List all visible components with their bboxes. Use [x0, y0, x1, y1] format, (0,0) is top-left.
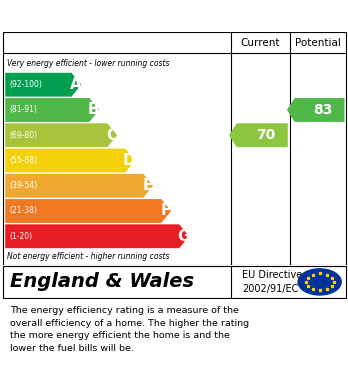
Text: Energy Efficiency Rating: Energy Efficiency Rating	[10, 9, 220, 23]
Polygon shape	[287, 98, 345, 122]
Text: F: F	[161, 203, 171, 219]
Text: 83: 83	[313, 103, 333, 117]
Text: B: B	[88, 102, 100, 117]
Text: C: C	[106, 128, 118, 143]
Text: (21-38): (21-38)	[9, 206, 37, 215]
Ellipse shape	[298, 269, 341, 295]
Polygon shape	[5, 123, 117, 147]
Polygon shape	[5, 149, 135, 172]
Text: (69-80): (69-80)	[9, 131, 38, 140]
Text: A: A	[70, 77, 81, 92]
Text: (1-20): (1-20)	[9, 232, 32, 241]
Polygon shape	[5, 174, 153, 198]
Text: Current: Current	[241, 38, 280, 48]
Polygon shape	[5, 199, 171, 223]
Text: 70: 70	[256, 128, 275, 142]
Text: E: E	[143, 178, 153, 193]
Text: Not energy efficient - higher running costs: Not energy efficient - higher running co…	[7, 252, 169, 261]
Text: England & Wales: England & Wales	[10, 273, 195, 291]
Text: Very energy efficient - lower running costs: Very energy efficient - lower running co…	[7, 59, 169, 68]
Polygon shape	[5, 224, 189, 248]
Text: (92-100): (92-100)	[9, 80, 42, 89]
Text: (55-68): (55-68)	[9, 156, 38, 165]
Text: The energy efficiency rating is a measure of the
overall efficiency of a home. T: The energy efficiency rating is a measur…	[10, 307, 250, 353]
Polygon shape	[229, 123, 288, 147]
Text: EU Directive
2002/91/EC: EU Directive 2002/91/EC	[242, 270, 302, 294]
Polygon shape	[5, 98, 99, 122]
Text: Potential: Potential	[295, 38, 341, 48]
Text: G: G	[177, 229, 189, 244]
Polygon shape	[5, 73, 81, 97]
Text: (81-91): (81-91)	[9, 106, 37, 115]
Text: (39-54): (39-54)	[9, 181, 38, 190]
Text: D: D	[123, 153, 135, 168]
